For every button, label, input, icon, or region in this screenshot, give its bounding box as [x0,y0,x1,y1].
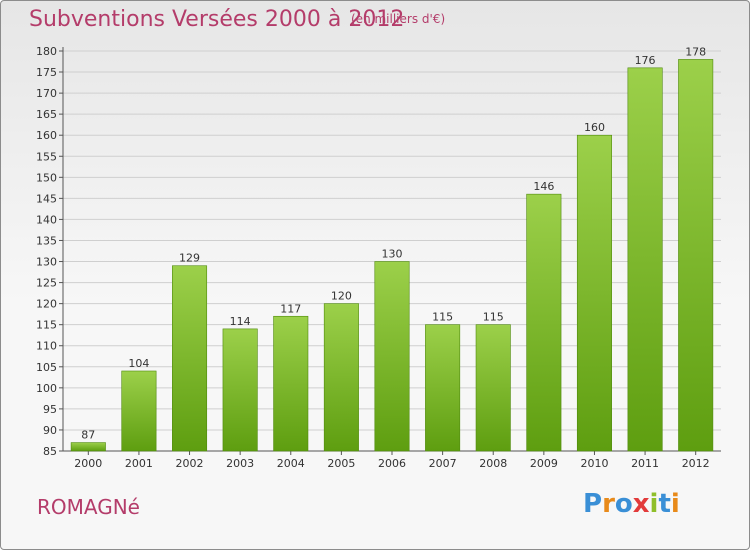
y-tick-label: 145 [36,192,57,205]
x-tick-label: 2003 [226,457,254,470]
bar-2002[interactable] [172,265,208,452]
x-tick-label: 2007 [429,457,457,470]
data-label: 176 [635,54,656,67]
y-tick-label: 130 [36,256,57,269]
x-tick-label: 2008 [479,457,507,470]
data-label: 146 [533,180,554,193]
y-tick-label: 165 [36,108,57,121]
x-tick-label: 2010 [580,457,608,470]
data-labels: 87 104 129 114 117 120 130 115 115 146 160 176 178 [81,45,706,441]
y-tick-label: 150 [36,171,57,184]
data-label: 130 [382,248,403,261]
bar-2007[interactable] [425,324,461,452]
bar-2001[interactable] [121,370,157,452]
y-tick-label: 120 [36,298,57,311]
data-label: 129 [179,252,200,265]
data-label: 160 [584,121,605,134]
logo-letter: r [602,489,615,519]
y-tick-label: 100 [36,382,57,395]
x-tick-label: 2001 [125,457,153,470]
bar-2011[interactable] [627,67,663,452]
y-tick-label: 160 [36,129,57,142]
data-label: 117 [280,302,301,315]
bar-2010[interactable] [576,134,612,452]
data-label: 87 [81,429,95,442]
logo-letter: o [614,489,633,519]
bar-2004[interactable] [273,315,309,452]
bar-2009[interactable] [526,193,562,452]
bar-2008[interactable] [475,324,511,452]
x-tick-label: 2005 [327,457,355,470]
data-label: 115 [432,311,453,324]
logo-letter: t [658,489,671,519]
chart-title: Subventions Versées 2000 à 2012 [29,7,405,32]
logo-letter: i [649,489,659,519]
bars [70,59,714,452]
bar-2006[interactable] [374,261,410,452]
x-tick-label: 2009 [530,457,558,470]
x-tick-label: 2002 [176,457,204,470]
x-tick-label: 2012 [682,457,710,470]
y-tick-label: 155 [36,150,57,163]
y-tick-label: 135 [36,234,57,247]
axes: 85 90 95 100 105 110 115 120 125 130 135 140 145 150 1… [36,45,721,470]
proxiti-logo[interactable]: Proxiti [583,489,680,519]
y-tick-label: 175 [36,66,57,79]
y-tick-label: 140 [36,213,57,226]
data-label: 115 [483,311,504,324]
y-tick-label: 90 [43,424,57,437]
y-tick-label: 115 [36,319,57,332]
data-label: 178 [685,45,706,58]
commune-name: ROMAGNé [37,495,140,519]
data-label: 120 [331,290,352,303]
y-tick-label: 85 [43,445,57,458]
y-tick-label: 125 [36,277,57,290]
logo-letter: x [632,489,650,519]
unit-note: (en milliers d'€) [351,12,446,26]
data-label: 114 [230,315,251,328]
x-tick-label: 2004 [277,457,305,470]
y-tick-label: 170 [36,87,57,100]
x-tick-label: 2006 [378,457,406,470]
x-tick-label: 2000 [74,457,102,470]
y-tick-label: 180 [36,45,57,58]
bar-2005[interactable] [323,303,359,452]
y-tick-label: 110 [36,340,57,353]
y-tick-label: 95 [43,403,57,416]
bar-2012[interactable] [678,59,714,452]
data-label: 104 [128,357,149,370]
x-tick-label: 2011 [631,457,659,470]
bar-2003[interactable] [222,328,258,452]
bar-2000[interactable] [70,442,106,452]
logo-letter: i [670,489,680,519]
logo-letter: P [583,489,603,519]
y-tick-label: 105 [36,361,57,374]
